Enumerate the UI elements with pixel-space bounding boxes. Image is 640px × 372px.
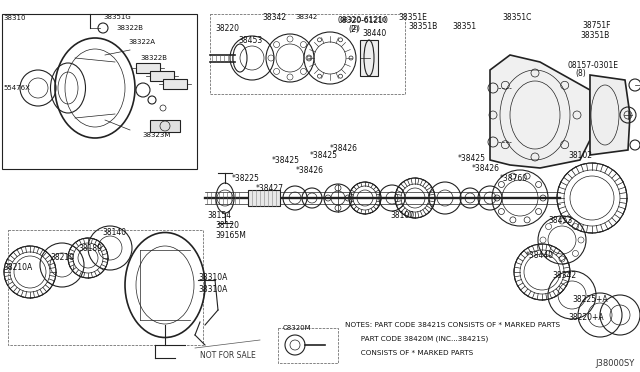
Text: 38310A: 38310A — [198, 273, 227, 282]
Text: 38322A: 38322A — [128, 39, 155, 45]
Text: 38310: 38310 — [3, 15, 26, 21]
Text: 38351C: 38351C — [502, 13, 531, 22]
Text: 38351B: 38351B — [580, 31, 609, 39]
Text: 38220+A: 38220+A — [568, 314, 604, 323]
Text: 39165M: 39165M — [215, 231, 246, 240]
Text: *38427: *38427 — [256, 183, 284, 192]
Polygon shape — [590, 75, 630, 155]
Text: *38425: *38425 — [310, 151, 338, 160]
Text: 38751F: 38751F — [582, 20, 611, 29]
Text: 38342: 38342 — [295, 14, 317, 20]
Text: 38210A: 38210A — [3, 263, 32, 273]
Text: 38210: 38210 — [50, 253, 74, 263]
Text: 38453: 38453 — [548, 215, 572, 224]
Text: 38323M: 38323M — [142, 132, 170, 138]
Text: *38426: *38426 — [330, 144, 358, 153]
Text: C8320M: C8320M — [283, 325, 312, 331]
Text: 38100: 38100 — [390, 211, 414, 219]
Text: 38220: 38220 — [215, 23, 239, 32]
Text: 55476X: 55476X — [3, 85, 30, 91]
Text: 38453: 38453 — [238, 35, 262, 45]
Bar — [136, 63, 160, 73]
Text: (2): (2) — [350, 25, 360, 31]
Text: (8): (8) — [575, 68, 586, 77]
Text: 38322B: 38322B — [116, 25, 143, 31]
Bar — [278, 328, 338, 363]
Bar — [248, 190, 280, 206]
Text: 38322B: 38322B — [140, 55, 167, 61]
Text: *38225: *38225 — [232, 173, 260, 183]
Text: *38760: *38760 — [500, 173, 528, 183]
Bar — [150, 71, 174, 81]
Polygon shape — [490, 55, 590, 168]
Text: 38351G: 38351G — [103, 14, 131, 20]
Bar — [150, 120, 180, 132]
Text: 38351E: 38351E — [398, 13, 427, 22]
Text: 38225+A: 38225+A — [572, 295, 607, 305]
Text: NOT FOR SALE: NOT FOR SALE — [200, 350, 256, 359]
Bar — [2, 14, 197, 169]
Text: 38351: 38351 — [452, 22, 476, 31]
Text: 38102: 38102 — [568, 151, 592, 160]
Text: *38426: *38426 — [472, 164, 500, 173]
Text: 08320-61210: 08320-61210 — [338, 16, 389, 25]
Text: CONSISTS OF * MARKED PARTS: CONSISTS OF * MARKED PARTS — [345, 350, 473, 356]
Text: 38351B: 38351B — [408, 22, 437, 31]
Text: PART CODE 38420M (INC...38421S): PART CODE 38420M (INC...38421S) — [345, 336, 488, 343]
Text: 38189: 38189 — [78, 244, 102, 253]
Text: (2): (2) — [348, 25, 359, 33]
Text: 38140: 38140 — [102, 228, 126, 237]
Text: NOTES: PART CODE 38421S CONSISTS OF * MARKED PARTS: NOTES: PART CODE 38421S CONSISTS OF * MA… — [345, 322, 560, 328]
Text: 38342: 38342 — [552, 270, 576, 279]
Bar — [210, 14, 405, 94]
Bar — [8, 230, 203, 345]
Text: *38425: *38425 — [272, 155, 300, 164]
Text: *38440: *38440 — [526, 250, 554, 260]
Text: 38342: 38342 — [262, 13, 286, 22]
Text: 38120: 38120 — [215, 221, 239, 230]
Text: 38440: 38440 — [362, 29, 387, 38]
Text: 08157-0301E: 08157-0301E — [568, 61, 619, 70]
Bar — [163, 79, 187, 89]
Text: *38426: *38426 — [296, 166, 324, 174]
Text: *38425: *38425 — [458, 154, 486, 163]
Text: 38154: 38154 — [207, 211, 231, 219]
Text: J38000SY: J38000SY — [596, 359, 635, 368]
Text: 38310A: 38310A — [198, 285, 227, 295]
Text: 08320-61210: 08320-61210 — [340, 17, 387, 23]
Bar — [360, 40, 378, 76]
